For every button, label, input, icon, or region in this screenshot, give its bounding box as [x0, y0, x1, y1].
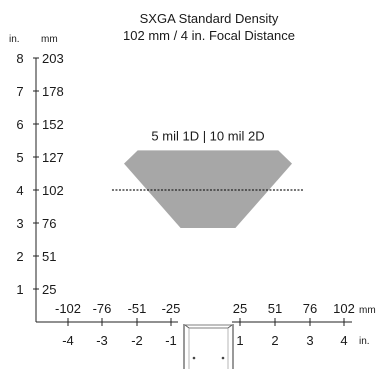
reading-zone: [124, 150, 292, 228]
x-tick-label-mm: 102: [333, 301, 355, 316]
x-tick-label-mm: 25: [233, 301, 247, 316]
x-tick-label-in: -2: [131, 333, 143, 348]
y-tick-label-mm: 178: [42, 84, 64, 99]
x-axis-ticks: -102 -4 -76 -3 -51 -2 -25 -1 25 1 51 2 76 3 102 4: [55, 301, 355, 348]
scanner-device-icon: [183, 324, 234, 369]
y-tick-label-mm: 76: [42, 216, 56, 231]
x-unit-in: in.: [359, 336, 370, 347]
y-tick-label-mm: 203: [42, 51, 64, 66]
x-tick-label-mm: -51: [128, 301, 147, 316]
y-unit-mm: mm: [41, 34, 58, 45]
x-tick-label-mm: -102: [55, 301, 81, 316]
x-tick-label-mm: 51: [268, 301, 282, 316]
y-tick-label-mm: 127: [42, 150, 64, 165]
y-tick-label-in: 4: [16, 183, 23, 198]
x-tick-label-mm: 76: [303, 301, 317, 316]
y-tick-label-mm: 51: [42, 249, 56, 264]
y-tick-label-mm: 25: [42, 282, 56, 297]
x-tick-label-in: 2: [271, 333, 278, 348]
x-tick-label-in: 1: [236, 333, 243, 348]
y-tick-label-in: 1: [16, 282, 23, 297]
y-axis-ticks: 8 203 7 178 6 152 5 127 4 102 3 76 2 51 1 25: [16, 51, 63, 297]
y-tick-label-in: 8: [16, 51, 23, 66]
x-tick-label-in: 4: [340, 333, 347, 348]
diagram-title: SXGA Standard Density: [140, 11, 279, 26]
y-tick-label-in: 2: [16, 249, 23, 264]
x-tick-label-mm: -25: [162, 301, 181, 316]
y-tick-label-mm: 152: [42, 117, 64, 132]
diagram-subtitle: 102 mm / 4 in. Focal Distance: [123, 28, 295, 43]
y-tick-label-in: 5: [16, 150, 23, 165]
x-tick-label-in: 3: [306, 333, 313, 348]
x-tick-label-mm: -76: [93, 301, 112, 316]
y-tick-label-mm: 102: [42, 183, 64, 198]
x-tick-label-in: -1: [165, 333, 177, 348]
x-tick-label-in: -3: [96, 333, 108, 348]
x-tick-label-in: -4: [62, 333, 74, 348]
x-unit-mm: mm: [359, 305, 376, 316]
y-unit-in: in.: [9, 34, 20, 45]
y-tick-label-in: 6: [16, 117, 23, 132]
y-tick-label-in: 7: [16, 84, 23, 99]
reading-zone-label: 5 mil 1D | 10 mil 2D: [151, 128, 264, 143]
y-tick-label-in: 3: [16, 216, 23, 231]
